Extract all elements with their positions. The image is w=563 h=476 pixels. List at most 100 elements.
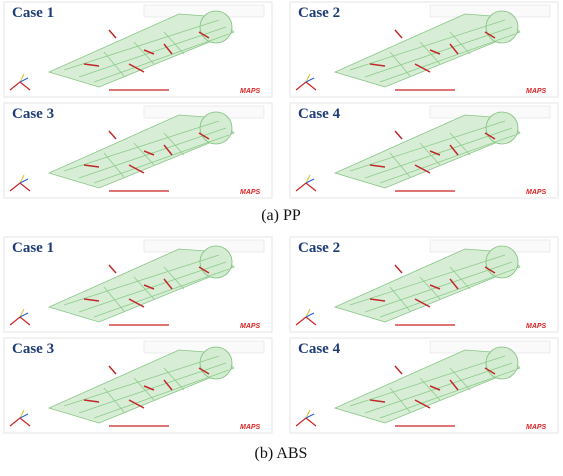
- part-rib: [349, 19, 506, 71]
- simulation-panel: Case 3 MAPS: [3, 337, 273, 434]
- simulation-panel: Case 1 MAPS: [3, 236, 273, 333]
- part-end: [199, 346, 233, 380]
- info-box: [143, 4, 265, 18]
- part-cross: [419, 377, 441, 401]
- part-rib: [63, 355, 220, 407]
- part-cross: [163, 367, 185, 391]
- gate-marker: [143, 49, 155, 55]
- part-rib: [379, 134, 516, 184]
- part-end: [485, 346, 519, 380]
- gate-marker: [108, 365, 117, 375]
- software-logo: MAPS: [240, 323, 261, 330]
- gate-marker: [163, 43, 173, 55]
- gate-marker: [163, 144, 173, 156]
- software-logo: MAPS: [526, 88, 547, 95]
- software-logo: MAPS: [526, 189, 547, 196]
- axis-triad-z: [19, 413, 29, 419]
- simulation-panel: Case 2 MAPS: [289, 236, 559, 333]
- part-rib: [78, 362, 227, 414]
- gate-marker: [198, 132, 210, 140]
- part-end: [199, 111, 233, 145]
- gate-marker: [128, 399, 145, 409]
- part-rib: [349, 120, 506, 172]
- part-cross: [163, 31, 185, 55]
- part-cross: [133, 41, 155, 65]
- gate-marker: [83, 164, 100, 168]
- part-rib: [78, 26, 227, 78]
- gate-marker: [429, 284, 441, 290]
- gate-marker: [369, 164, 386, 168]
- part-rib: [63, 254, 220, 306]
- part-cross: [163, 266, 185, 290]
- part-end: [485, 245, 519, 279]
- gate-marker: [484, 132, 496, 140]
- part-cross: [103, 387, 125, 413]
- part-rib: [364, 26, 513, 78]
- axis-triad-y: [305, 409, 311, 419]
- part-rib: [78, 261, 227, 313]
- gate-marker: [414, 298, 431, 308]
- axis-triad-z: [305, 178, 315, 184]
- part-cross: [449, 132, 471, 156]
- part-rib: [364, 127, 513, 179]
- gate-marker: [429, 150, 441, 156]
- part-cross: [103, 286, 125, 312]
- software-logo: MAPS: [526, 424, 547, 431]
- gate-marker: [83, 298, 100, 302]
- gate-marker: [128, 164, 145, 174]
- info-box: [429, 239, 551, 253]
- info-box: [429, 340, 551, 354]
- gate-marker: [449, 43, 459, 55]
- software-logo: MAPS: [526, 323, 547, 330]
- case-label: Case 1: [12, 240, 54, 256]
- case-label: Case 4: [298, 106, 341, 122]
- case-label: Case 1: [12, 5, 54, 21]
- gate-marker: [198, 367, 210, 375]
- part-end: [485, 10, 519, 44]
- figure-caption: (b) ABS: [255, 445, 308, 462]
- simulation-panel: Case 3 MAPS: [3, 102, 273, 199]
- gate-marker: [369, 399, 386, 403]
- gate-marker: [83, 399, 100, 403]
- part-cross: [103, 51, 125, 77]
- part-cross: [449, 31, 471, 55]
- part-rib: [379, 268, 516, 318]
- part-cross: [133, 276, 155, 300]
- gate-marker: [143, 284, 155, 290]
- part-rib: [93, 268, 230, 318]
- info-box: [429, 105, 551, 119]
- gate-marker: [429, 385, 441, 391]
- axis-triad-y: [19, 174, 25, 184]
- gate-marker: [369, 63, 386, 67]
- simulation-panel: Case 4 MAPS: [289, 337, 559, 434]
- part-cross: [419, 41, 441, 65]
- part-cross: [133, 142, 155, 166]
- gate-marker: [394, 130, 403, 140]
- info-box: [143, 340, 265, 354]
- part-cross: [449, 367, 471, 391]
- part-end: [199, 245, 233, 279]
- part-cross: [389, 51, 411, 77]
- axis-triad-z: [19, 312, 29, 318]
- part-rib: [364, 261, 513, 313]
- software-logo: MAPS: [240, 189, 261, 196]
- gate-marker: [369, 298, 386, 302]
- gate-marker: [484, 367, 496, 375]
- axis-triad-y: [19, 73, 25, 83]
- info-box: [429, 4, 551, 18]
- gate-marker: [484, 266, 496, 274]
- gate-marker: [143, 385, 155, 391]
- part-rib: [93, 33, 230, 83]
- case-label: Case 2: [298, 5, 340, 21]
- axis-triad-z: [305, 77, 315, 83]
- gate-marker: [198, 266, 210, 274]
- part-rib: [78, 127, 227, 179]
- part-rib: [93, 134, 230, 184]
- gate-marker: [394, 29, 403, 39]
- software-logo: MAPS: [240, 88, 261, 95]
- part-end: [199, 10, 233, 44]
- axis-triad-y: [19, 409, 25, 419]
- part-cross: [103, 152, 125, 178]
- part-cross: [389, 387, 411, 413]
